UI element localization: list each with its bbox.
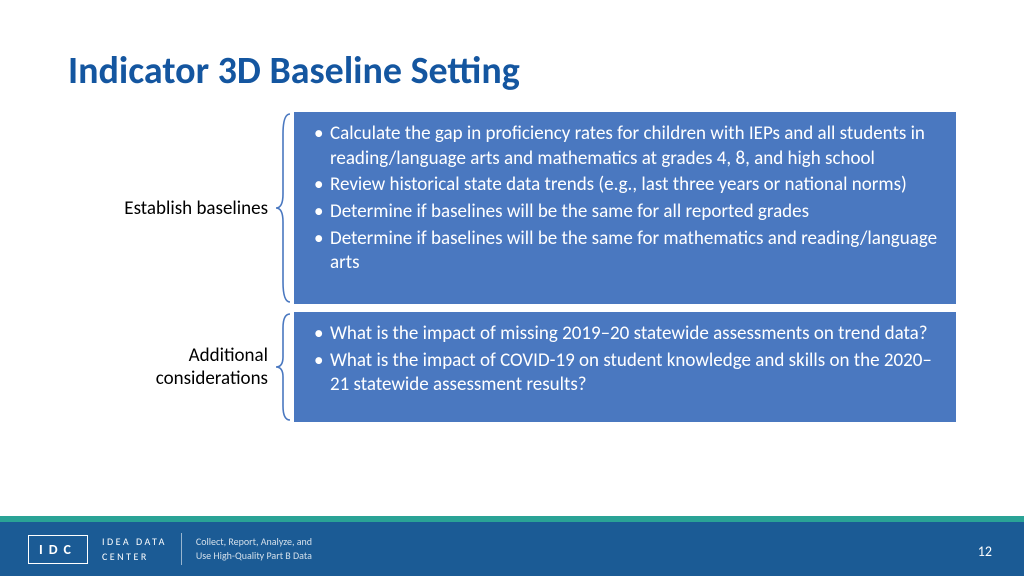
bullet-item: What is the impact of missing 2019–20 st… (310, 322, 940, 347)
tagline-line: Collect, Report, Analyze, and (196, 535, 312, 549)
section-box: What is the impact of missing 2019–20 st… (294, 312, 956, 422)
slide-footer: IDC IDEA DATA CENTER Collect, Report, An… (0, 516, 1024, 576)
slide-title: Indicator 3D Baseline Setting (68, 48, 520, 94)
idc-logo-text: IDEA DATA CENTER (102, 534, 167, 564)
section-establish-baselines: Establish baselines Calculate the gap in… (98, 112, 956, 304)
bullet-item: Determine if baselines will be the same … (310, 227, 940, 276)
page-number: 12 (978, 543, 992, 560)
section-box: Calculate the gap in proficiency rates f… (294, 112, 956, 304)
bullet-item: Determine if baselines will be the same … (310, 200, 940, 225)
tagline-line: Use High-Quality Part B Data (196, 549, 312, 563)
footer-divider (181, 533, 182, 565)
bullet-item: Calculate the gap in proficiency rates f… (310, 122, 940, 171)
idc-text-line: IDEA DATA (102, 534, 167, 549)
brace-icon (274, 312, 294, 422)
bullet-item: Review historical state data trends (e.g… (310, 173, 940, 198)
section-additional-considerations: Additional considerations What is the im… (98, 312, 956, 422)
footer-tagline: Collect, Report, Analyze, and Use High-Q… (196, 535, 312, 563)
brace-icon (274, 112, 294, 304)
section-label: Additional considerations (98, 312, 274, 422)
bullet-item: What is the impact of COVID-19 on studen… (310, 349, 940, 398)
idc-logo-box: IDC (28, 535, 88, 564)
section-label: Establish baselines (98, 112, 274, 304)
footer-main-bar: IDC IDEA DATA CENTER Collect, Report, An… (0, 522, 1024, 576)
idc-text-line: CENTER (102, 549, 167, 564)
content-area: Establish baselines Calculate the gap in… (98, 112, 956, 430)
